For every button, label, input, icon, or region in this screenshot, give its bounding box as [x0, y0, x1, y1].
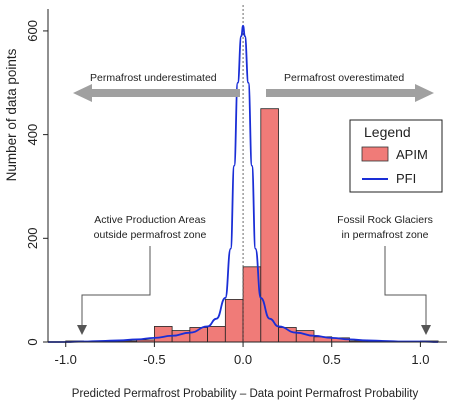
x-tick-label: -0.5 — [143, 352, 165, 367]
underestimated-arrow — [73, 84, 240, 102]
legend: Legend APIM PFI — [349, 119, 443, 193]
x-tick-label: 0.0 — [234, 352, 252, 367]
overestimated-arrow — [266, 84, 434, 102]
pfi-curve — [47, 24, 439, 343]
right-callout — [384, 246, 431, 335]
axes: 0 200 400 600 -1.0 -0.5 0.0 0.5 1.0 — [25, 9, 447, 367]
overestimated-label: Permafrost overestimated — [284, 72, 404, 84]
legend-apim-swatch — [361, 146, 389, 162]
y-axis-label: Number of data points — [4, 48, 19, 181]
y-tick-label: 200 — [25, 227, 40, 249]
x-tick-label: 1.0 — [411, 352, 429, 367]
x-tick-label: 0.5 — [323, 352, 341, 367]
right-callout-line1: Fossil Rock Glaciers — [337, 214, 433, 226]
legend-pfi-label: PFI — [396, 171, 416, 186]
apim-bar — [224, 299, 244, 343]
left-callout-line2: outside permafrost zone — [94, 229, 207, 241]
left-callout-line1: Active Production Areas — [94, 214, 205, 226]
annotation-arrows — [73, 84, 434, 102]
legend-title: Legend — [364, 124, 411, 140]
apim-bar — [153, 326, 173, 343]
pfi-line — [47, 24, 439, 343]
right-callout-line2: in permafrost zone — [342, 229, 429, 241]
apim-bar — [260, 108, 279, 343]
y-tick-label: 0 — [25, 338, 40, 345]
y-tick-label: 400 — [25, 124, 40, 146]
apim-bar — [207, 326, 226, 343]
x-axis-label: Predicted Permafrost Probability – Data … — [72, 388, 419, 400]
y-tick-label: 600 — [25, 20, 40, 42]
left-callout — [77, 246, 151, 335]
underestimated-label: Permafrost underestimated — [90, 72, 217, 84]
x-tick-label: -1.0 — [55, 352, 77, 367]
legend-apim-label: APIM — [396, 147, 428, 162]
